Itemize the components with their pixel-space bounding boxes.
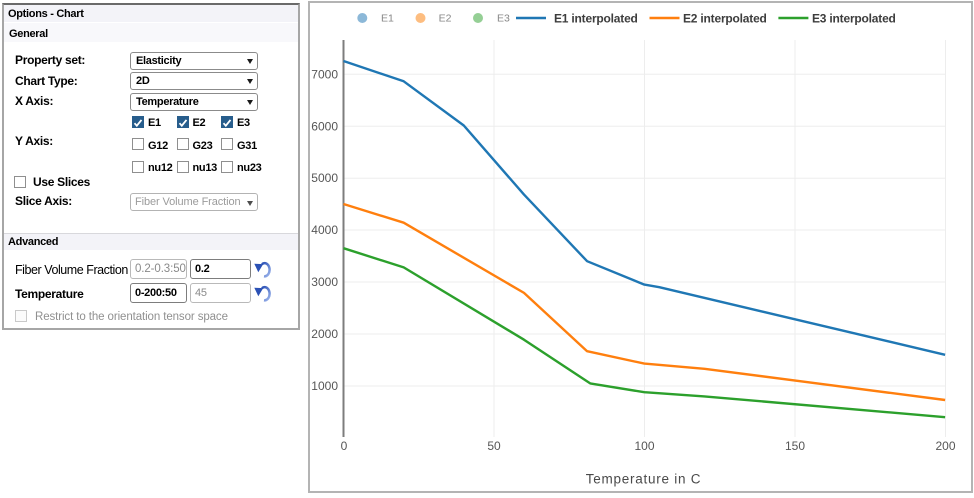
svg-text:100: 100 [634,439,654,453]
svg-text:150: 150 [785,439,805,453]
svg-text:2000: 2000 [311,327,338,341]
svg-text:E2 interpolated: E2 interpolated [683,12,767,26]
svg-text:5000: 5000 [311,171,338,185]
svg-text:6000: 6000 [311,119,338,133]
svg-text:3000: 3000 [311,275,338,289]
svg-text:200: 200 [935,439,955,453]
svg-text:Temperature in C: Temperature in C [586,472,702,487]
svg-text:7000: 7000 [311,67,338,81]
svg-text:E3: E3 [497,13,510,25]
svg-text:50: 50 [487,439,501,453]
svg-text:E1 interpolated: E1 interpolated [554,12,638,26]
svg-text:0: 0 [341,439,348,453]
svg-text:4000: 4000 [311,223,338,237]
svg-text:E1: E1 [381,13,394,25]
svg-text:1000: 1000 [311,379,338,393]
svg-text:E2: E2 [439,13,452,25]
svg-text:E3 interpolated: E3 interpolated [812,12,896,26]
